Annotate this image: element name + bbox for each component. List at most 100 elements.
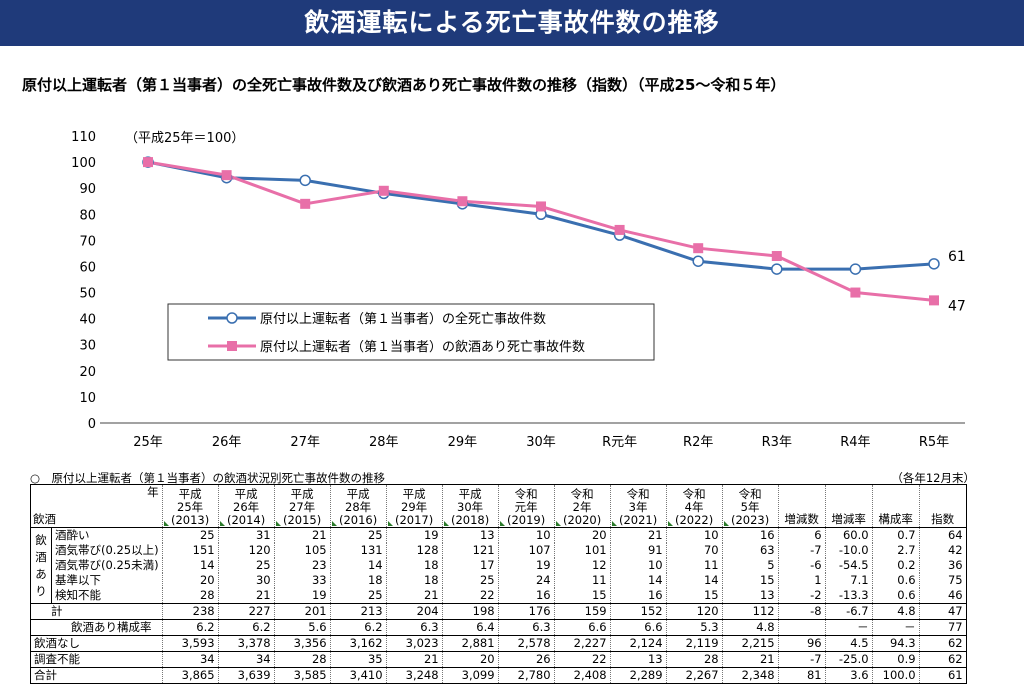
year-header: 令和 5年 (2023) bbox=[722, 484, 779, 528]
metric-cell: -54.5 bbox=[825, 558, 873, 573]
table-cell: 19 bbox=[498, 558, 555, 573]
metric-cell bbox=[778, 619, 826, 636]
table-cell: 35 bbox=[330, 651, 387, 668]
metric-cell: 75 bbox=[919, 573, 967, 588]
table-cell: 204 bbox=[386, 603, 443, 620]
metric-cell: － bbox=[825, 619, 873, 636]
table-cell: 16 bbox=[722, 527, 779, 543]
table-cell: 151 bbox=[162, 543, 219, 558]
table-cell: 21 bbox=[274, 527, 331, 543]
row-label: 酒気帯び(0.25以上) bbox=[51, 543, 163, 558]
chart-annotation: （平成25年＝100） bbox=[125, 131, 244, 146]
metric-cell: 6 bbox=[778, 527, 826, 543]
row-label: 合計 bbox=[30, 667, 163, 684]
metric-cell: 62 bbox=[919, 651, 967, 668]
table-cell: 2,215 bbox=[722, 635, 779, 652]
metric-cell: 94.3 bbox=[872, 635, 920, 652]
y-tick-label: 60 bbox=[79, 260, 96, 275]
x-tick-label: 30年 bbox=[526, 435, 556, 450]
table-cell: 6.2 bbox=[162, 619, 219, 636]
year-header: 平成 28年 (2016) bbox=[330, 484, 387, 528]
metric-header: 増減率 bbox=[825, 484, 873, 528]
corner-year-label: 年 bbox=[147, 485, 159, 499]
table-cell: 159 bbox=[554, 603, 611, 620]
table-cell: 25 bbox=[442, 573, 499, 588]
table-cell: 19 bbox=[274, 588, 331, 604]
table-cell: 11 bbox=[554, 573, 611, 588]
data-point bbox=[300, 198, 311, 209]
table-cell: 2,780 bbox=[498, 667, 555, 684]
table-cell: 23 bbox=[274, 558, 331, 573]
table-cell: 2,881 bbox=[442, 635, 499, 652]
table-cell: 33 bbox=[274, 573, 331, 588]
year-header: 令和 元年 (2019) bbox=[498, 484, 555, 528]
y-tick-label: 70 bbox=[79, 234, 96, 249]
data-point bbox=[850, 287, 861, 298]
y-tick-label: 90 bbox=[79, 182, 96, 197]
table-cell: 4.8 bbox=[722, 619, 779, 636]
x-tick-label: R2年 bbox=[683, 435, 713, 450]
metric-cell: -2 bbox=[778, 588, 826, 604]
table-cell: 25 bbox=[330, 588, 387, 604]
table-cell: 22 bbox=[442, 588, 499, 604]
metric-cell: 100.0 bbox=[872, 667, 920, 684]
metric-cell: 77 bbox=[919, 619, 967, 636]
table-row: 酒気帯び(0.25以上) 151 120 105 131 128 121 107 101 91 70… bbox=[31, 543, 967, 558]
y-tick-label: 110 bbox=[71, 130, 96, 145]
metric-header: 構成率 bbox=[872, 484, 920, 528]
row-label: 調査不能 bbox=[30, 651, 163, 668]
year-header: 令和 3年 (2021) bbox=[610, 484, 667, 528]
table-cell: 5.6 bbox=[274, 619, 331, 636]
metric-cell: 0.7 bbox=[872, 527, 920, 543]
table-cell: 3,410 bbox=[330, 667, 387, 684]
table-cell: 213 bbox=[330, 603, 387, 620]
metric-cell: － bbox=[872, 619, 920, 636]
table-cell: 105 bbox=[274, 543, 331, 558]
table-row: 調査不能 34 34 28 35 21 20 26 22 13 28 21 -7 -25.0 0.9 62 bbox=[30, 651, 967, 668]
table-cell: 11 bbox=[666, 558, 723, 573]
table-cell: 21 bbox=[386, 651, 443, 668]
table-cell: 152 bbox=[610, 603, 667, 620]
data-point bbox=[692, 255, 704, 267]
table-caption-right: （各年12月末） bbox=[891, 471, 975, 485]
metric-cell: 0.9 bbox=[872, 651, 920, 668]
corner-drink-label: 飲酒 bbox=[33, 512, 56, 526]
table-row: 検知不能 28 21 19 25 21 22 16 15 16 15 13 -2 -13.3 0.6 46 bbox=[31, 588, 967, 604]
table-cell: 2,408 bbox=[554, 667, 611, 684]
table-cell: 21 bbox=[610, 527, 667, 543]
table-row: 飲酒あり構成率 6.2 6.2 5.6 6.2 6.3 6.4 6.3 6.6 6.6 5.3 4.8… bbox=[30, 619, 967, 636]
table-cell: 3,023 bbox=[386, 635, 443, 652]
metric-cell: 64 bbox=[919, 527, 967, 543]
metric-cell: -13.3 bbox=[825, 588, 873, 604]
table-cell: 25 bbox=[162, 527, 219, 543]
group-label-drinking: 飲酒あり bbox=[30, 527, 52, 604]
table-cell: 2,289 bbox=[610, 667, 667, 684]
metric-cell: 81 bbox=[778, 667, 826, 684]
table-cell: 128 bbox=[386, 543, 443, 558]
table-cell: 22 bbox=[554, 651, 611, 668]
table-cell: 2,578 bbox=[498, 635, 555, 652]
table-row: 計 238 227 201 213 204 198 176 159 152 120 112 -8 -6.7… bbox=[30, 603, 967, 620]
table-cell: 28 bbox=[666, 651, 723, 668]
x-tick-label: 25年 bbox=[133, 435, 163, 450]
table-cell: 70 bbox=[666, 543, 723, 558]
metric-cell: 3.6 bbox=[825, 667, 873, 684]
legend-box bbox=[167, 303, 655, 361]
row-label: 検知不能 bbox=[51, 588, 163, 604]
table-cell: 3,865 bbox=[162, 667, 219, 684]
table-cell: 15 bbox=[722, 573, 779, 588]
year-header: 平成 30年 (2018) bbox=[442, 484, 499, 528]
data-point bbox=[536, 201, 546, 212]
table-cell: 6.2 bbox=[330, 619, 387, 636]
metric-cell: 4.8 bbox=[872, 603, 920, 620]
y-tick-label: 0 bbox=[88, 417, 96, 432]
metric-cell: -8 bbox=[778, 603, 826, 620]
table-cell: 25 bbox=[330, 527, 387, 543]
row-label: 飲酒あり構成率 bbox=[30, 619, 163, 636]
table-cell: 14 bbox=[666, 573, 723, 588]
table-cell: 28 bbox=[162, 588, 219, 604]
table-cell: 14 bbox=[162, 558, 219, 573]
table-cell: 121 bbox=[442, 543, 499, 558]
table-cell: 2,124 bbox=[610, 635, 667, 652]
row-label: 酒酔い bbox=[51, 527, 163, 543]
